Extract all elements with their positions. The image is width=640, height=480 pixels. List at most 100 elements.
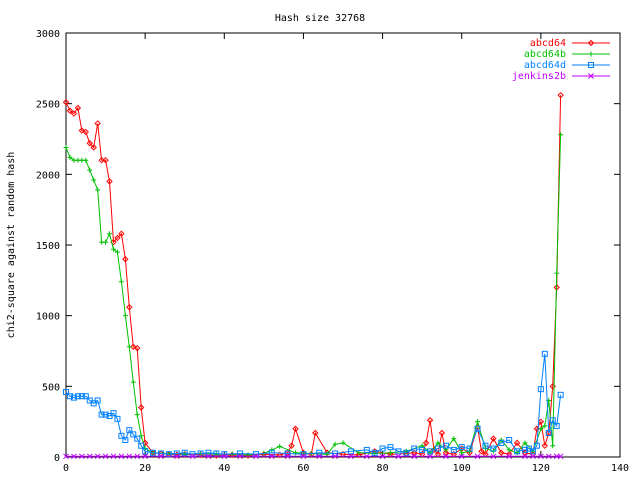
point-marker	[134, 412, 140, 418]
point-marker	[70, 394, 77, 401]
point-marker	[557, 91, 564, 99]
point-marker	[130, 379, 136, 385]
point-marker	[387, 450, 393, 456]
point-marker	[63, 388, 69, 395]
point-marker	[395, 448, 402, 455]
point-marker	[205, 449, 212, 456]
point-marker	[126, 344, 132, 350]
point-marker	[490, 445, 497, 452]
y-tick-label: 0	[54, 453, 60, 464]
point-marker	[530, 453, 536, 460]
point-marker	[438, 429, 446, 437]
point-marker	[130, 343, 137, 350]
point-marker	[150, 449, 157, 456]
point-marker	[300, 453, 307, 460]
point-marker	[142, 453, 148, 460]
x-tick-label: 0	[63, 463, 69, 474]
point-marker	[450, 446, 457, 453]
point-marker	[134, 435, 141, 442]
y-tick-label: 2000	[36, 170, 60, 181]
point-marker	[66, 107, 74, 114]
point-marker	[522, 453, 528, 460]
point-marker	[78, 127, 86, 134]
point-marker	[541, 350, 548, 357]
point-marker	[514, 448, 521, 455]
point-marker	[110, 453, 117, 460]
point-marker	[387, 444, 394, 451]
point-marker	[74, 104, 82, 112]
point-marker	[102, 453, 109, 460]
x-tick-label: 140	[611, 463, 629, 474]
point-marker	[588, 62, 594, 68]
point-marker	[482, 442, 489, 449]
point-marker	[126, 427, 133, 434]
point-marker	[545, 453, 552, 460]
point-marker	[103, 239, 109, 245]
point-marker	[82, 393, 89, 400]
point-marker	[474, 453, 481, 460]
point-marker	[221, 453, 228, 460]
point-marker	[213, 452, 220, 459]
point-marker	[114, 249, 120, 255]
x-tick-label: 120	[532, 463, 550, 474]
point-marker	[189, 453, 196, 460]
point-marker	[587, 39, 595, 47]
point-marker	[95, 187, 101, 193]
point-marker	[411, 445, 418, 452]
point-marker	[363, 446, 370, 453]
point-marker	[332, 441, 338, 447]
point-marker	[506, 437, 513, 444]
point-marker	[588, 51, 594, 57]
point-marker	[138, 442, 145, 449]
point-marker	[82, 128, 89, 136]
point-marker	[533, 442, 540, 449]
point-marker	[205, 453, 212, 460]
point-marker	[379, 453, 386, 460]
point-marker	[63, 144, 69, 150]
point-marker	[122, 255, 129, 263]
point-marker	[522, 446, 529, 453]
point-marker	[74, 393, 81, 400]
point-marker	[458, 444, 465, 451]
point-marker	[395, 453, 402, 460]
point-marker	[332, 453, 338, 460]
point-marker	[553, 422, 560, 429]
point-marker	[173, 453, 180, 460]
point-marker	[522, 440, 528, 446]
legend-label: jenkins2b	[512, 71, 566, 82]
point-marker	[475, 419, 481, 425]
point-marker	[91, 177, 97, 183]
point-marker	[557, 391, 564, 398]
point-marker	[537, 386, 544, 393]
point-marker	[550, 443, 556, 449]
point-marker	[107, 231, 113, 237]
point-marker	[70, 110, 78, 117]
point-marker	[106, 178, 113, 185]
point-marker	[538, 453, 544, 460]
point-marker	[513, 439, 521, 447]
y-tick-label: 1000	[36, 312, 60, 323]
point-marker	[118, 432, 125, 439]
y-tick-label: 3000	[36, 29, 60, 40]
point-marker	[253, 453, 259, 460]
point-marker	[130, 431, 137, 438]
chart-title: Hash size 32768	[275, 13, 365, 24]
point-marker	[118, 453, 125, 460]
point-marker	[521, 449, 529, 456]
point-marker	[426, 417, 434, 424]
point-marker	[506, 447, 512, 453]
point-marker	[537, 418, 545, 425]
point-marker	[71, 453, 77, 460]
series-jenkins2b	[63, 453, 564, 460]
point-marker	[411, 453, 418, 460]
point-marker	[118, 279, 124, 285]
point-marker	[158, 453, 164, 460]
legend-label: abcd64	[530, 38, 566, 49]
point-marker	[276, 451, 283, 459]
point-marker	[102, 411, 109, 418]
point-marker	[110, 246, 116, 252]
point-marker	[442, 442, 449, 449]
point-marker	[94, 453, 101, 460]
